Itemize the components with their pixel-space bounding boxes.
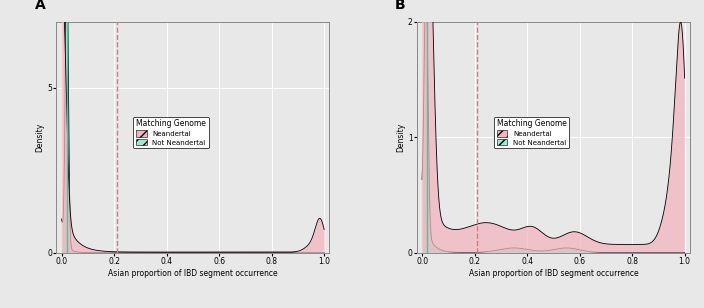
X-axis label: Asian proportion of IBD segment occurrence: Asian proportion of IBD segment occurren… — [469, 269, 639, 278]
X-axis label: Asian proportion of IBD segment occurrence: Asian proportion of IBD segment occurren… — [108, 269, 277, 278]
Legend: Neandertal, Not Neandertal: Neandertal, Not Neandertal — [494, 117, 570, 148]
Y-axis label: Density: Density — [396, 123, 405, 152]
Y-axis label: Density: Density — [35, 123, 44, 152]
Text: A: A — [34, 0, 45, 12]
Legend: Neandertal, Not Neandertal: Neandertal, Not Neandertal — [133, 117, 209, 148]
Text: B: B — [395, 0, 406, 12]
